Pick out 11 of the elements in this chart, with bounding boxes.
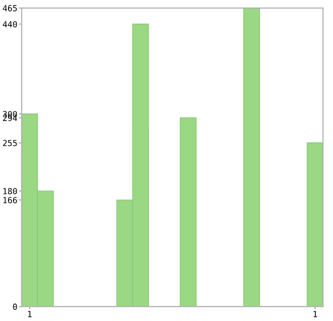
y-tick-label: 180 [3,188,17,194]
bar [180,117,197,307]
x-tick-label: 1 [314,311,318,318]
y-tick-label: 465 [2,5,17,12]
y-tick-label: 0 [13,304,17,310]
y-tick-label: 255 [3,140,17,146]
bar [243,8,260,307]
y-tick-label: 440 [2,21,17,28]
bar [306,142,324,307]
y-tick-label: 166 [3,196,17,204]
x-tick-label: 1 [28,311,32,318]
